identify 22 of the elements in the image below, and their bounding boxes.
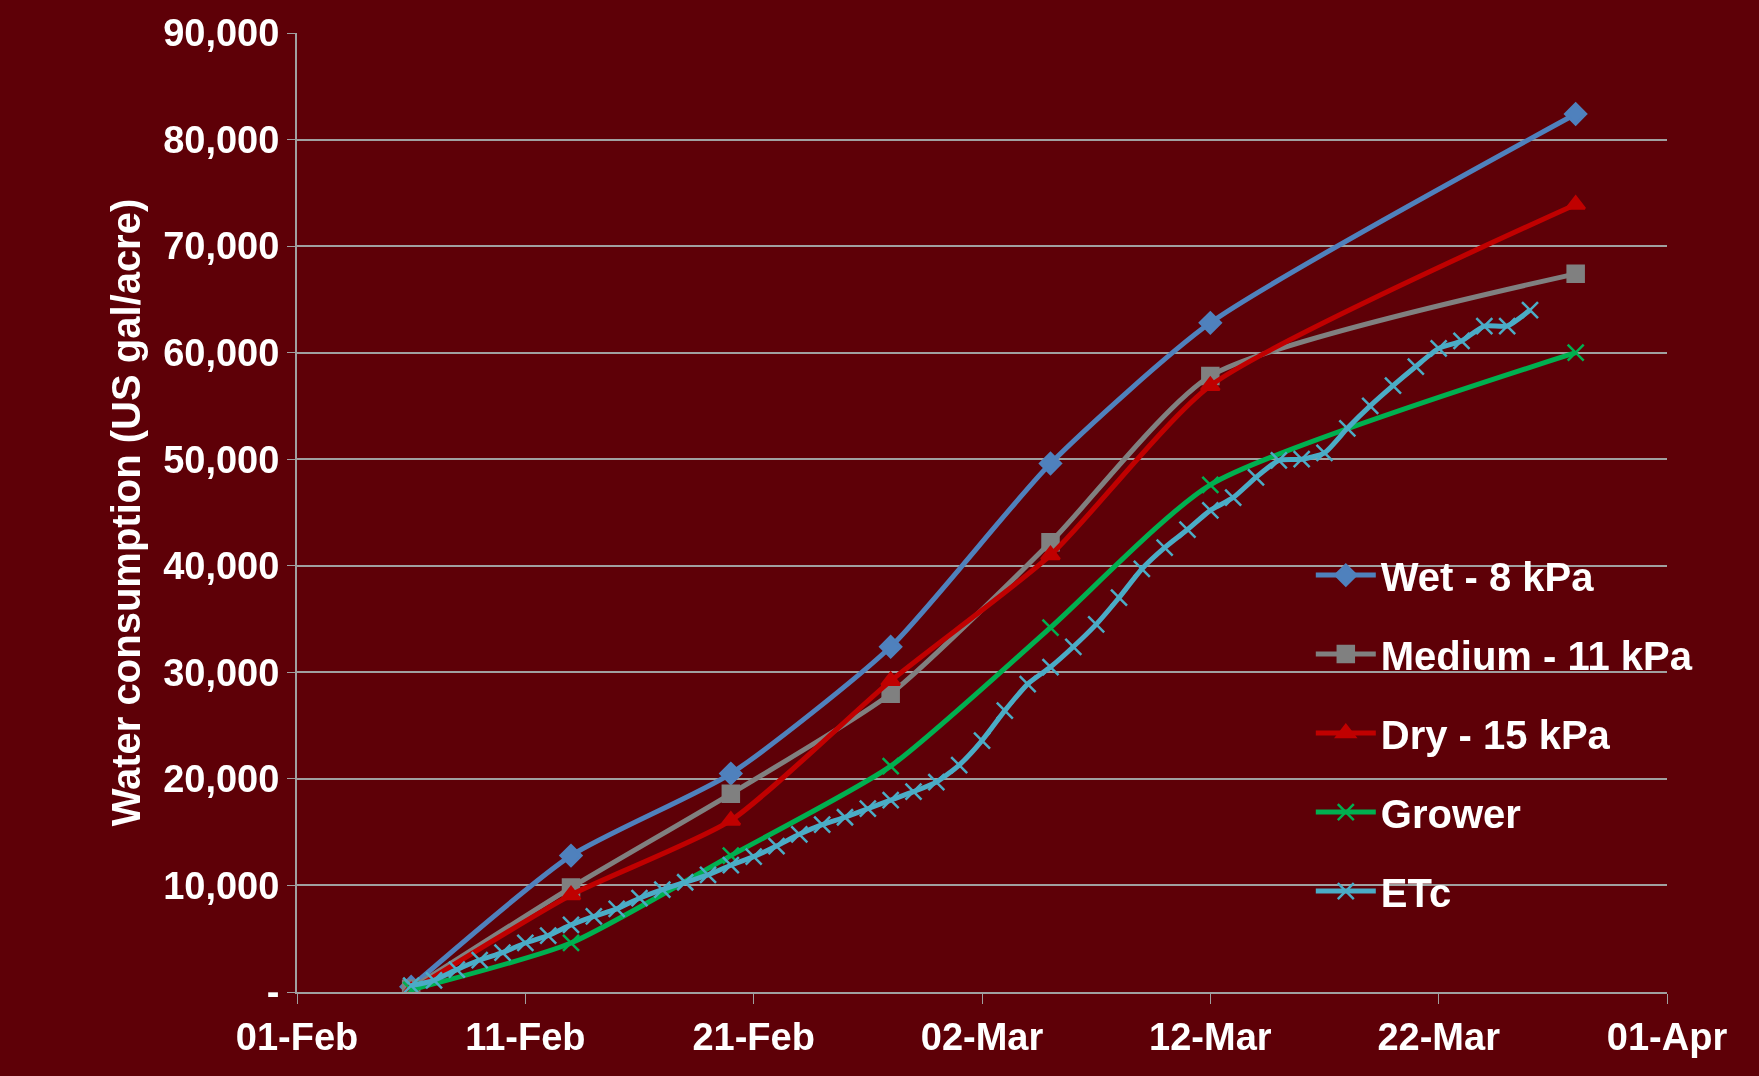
y-tick-label: 30,000 [163,651,280,694]
legend-label: Wet - 8 kPa [1380,554,1595,599]
legend-label: Dry - 15 kPa [1380,712,1611,757]
legend-label: Medium - 11 kPa [1380,633,1693,678]
y-tick-label: 80,000 [163,118,280,161]
y-tick-label: - [266,971,280,1014]
y-tick-label: 70,000 [163,225,280,268]
x-tick-label: 12-Mar [1149,1015,1272,1058]
x-tick-label: 21-Feb [692,1015,815,1058]
x-tick-label: 01-Feb [235,1015,359,1058]
y-tick-label: 40,000 [163,545,280,588]
y-tick-label: 10,000 [163,864,280,907]
x-tick-label: 02-Mar [920,1015,1044,1058]
x-tick-label: 11-Feb [465,1015,586,1058]
y-tick-label: 90,000 [163,12,280,55]
legend-label: Grower [1380,791,1521,836]
y-tick-label: 50,000 [163,438,280,481]
y-tick-label: 20,000 [163,758,280,801]
x-tick-label: 22-Mar [1377,1015,1501,1058]
y-axis-title: Water consumption (US gal/acre) [104,198,149,827]
y-tick-label: 60,000 [163,331,280,374]
x-tick-label: 01-Apr [1606,1015,1728,1058]
